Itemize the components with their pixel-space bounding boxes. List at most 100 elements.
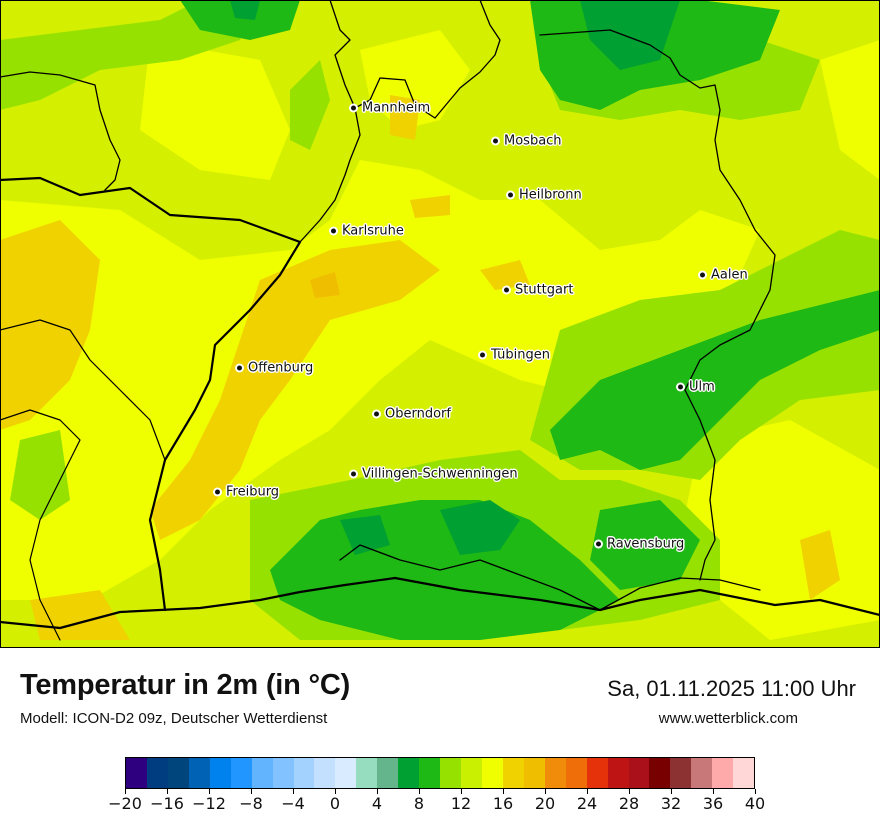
colorbar-segment bbox=[251, 758, 273, 788]
city-dot-icon bbox=[493, 138, 498, 144]
city-marker-oberndorf[interactable]: Oberndorf bbox=[374, 407, 451, 422]
city-label: Ulm bbox=[689, 379, 715, 395]
temperature-field bbox=[0, 0, 880, 641]
colorbar-segment bbox=[377, 758, 399, 788]
colorbar-segment bbox=[481, 758, 503, 788]
city-dot-icon bbox=[374, 411, 379, 417]
colorbar-segment bbox=[356, 758, 378, 788]
colorbar-segment bbox=[314, 758, 336, 788]
colorbar-segment bbox=[230, 758, 252, 788]
colorbar-tick-label: −12 bbox=[192, 794, 226, 813]
city-dot-icon bbox=[351, 471, 356, 477]
colorbar-tick bbox=[209, 789, 210, 794]
colorbar-segment bbox=[523, 758, 545, 788]
city-marker-ravensburg[interactable]: Ravensburg bbox=[596, 537, 684, 552]
colorbar-tick bbox=[587, 789, 588, 794]
city-dot-icon bbox=[480, 352, 485, 358]
colorbar-segment bbox=[272, 758, 294, 788]
colorbar-segment bbox=[712, 758, 734, 788]
colorbar-tick bbox=[461, 789, 462, 794]
map-title: Temperatur in 2m (in °C) bbox=[20, 669, 351, 701]
colorbar-segment bbox=[440, 758, 461, 788]
colorbar-tick-label: 20 bbox=[534, 794, 556, 813]
city-dot-icon bbox=[678, 384, 683, 390]
colorbar-segment bbox=[670, 758, 692, 788]
city-label: Karlsruhe bbox=[342, 223, 404, 239]
city-dot-icon bbox=[351, 105, 356, 111]
colorbar-segment bbox=[461, 758, 482, 788]
colorbar-tick-label: 4 bbox=[371, 794, 383, 813]
colorbar-tick bbox=[125, 789, 126, 794]
colorbar-tick-label: −4 bbox=[281, 794, 305, 813]
city-label: Freiburg bbox=[226, 484, 280, 500]
city-marker-stuttgart[interactable]: Stuttgart bbox=[504, 283, 573, 298]
city-label: Stuttgart bbox=[515, 282, 574, 298]
colorbar-segment bbox=[167, 758, 189, 788]
colorbar-segment bbox=[398, 758, 420, 788]
city-label: Aalen bbox=[711, 267, 748, 283]
city-marker-freiburg[interactable]: Freiburg bbox=[215, 485, 279, 500]
colorbar-segment bbox=[733, 758, 755, 788]
colorbar-segment bbox=[565, 758, 587, 788]
colorbar-segment bbox=[126, 758, 147, 788]
city-marker-offenburg[interactable]: Offenburg bbox=[237, 361, 313, 376]
colorbar-tick bbox=[335, 789, 336, 794]
colorbar-segment bbox=[335, 758, 357, 788]
colorbar-tick bbox=[419, 789, 420, 794]
colorbar-segment bbox=[607, 758, 629, 788]
city-label: Heilbronn bbox=[519, 187, 582, 203]
colorbar-tick bbox=[167, 789, 168, 794]
colorbar-tick bbox=[503, 789, 504, 794]
colorbar-tick-label: 40 bbox=[744, 794, 766, 813]
country-borders bbox=[0, 0, 880, 641]
city-marker-heilbronn[interactable]: Heilbronn bbox=[508, 188, 582, 203]
colorbar-tick-label: 8 bbox=[413, 794, 425, 813]
colorbar-tick-label: 32 bbox=[660, 794, 682, 813]
colorbar-segment bbox=[146, 758, 168, 788]
colorbar-tick bbox=[293, 789, 294, 794]
city-dot-icon bbox=[237, 365, 242, 371]
city-label: Oberndorf bbox=[385, 406, 451, 422]
city-label: Mannheim bbox=[362, 100, 431, 116]
city-marker-ulm[interactable]: Ulm bbox=[678, 380, 715, 395]
city-marker-mannheim[interactable]: Mannheim bbox=[351, 101, 430, 116]
website-link[interactable]: www.wetterblick.com bbox=[658, 710, 798, 727]
colorbar-tick bbox=[755, 789, 756, 794]
city-dot-icon bbox=[700, 272, 705, 278]
city-marker-tuebingen[interactable]: Tübingen bbox=[480, 348, 550, 363]
colorbar-tick bbox=[251, 789, 252, 794]
city-label: Tübingen bbox=[491, 347, 550, 363]
city-dot-icon bbox=[596, 541, 601, 547]
colorbar-tick bbox=[377, 789, 378, 794]
forecast-datetime: Sa, 01.11.2025 11:00 Uhr bbox=[607, 676, 856, 701]
colorbar-tick-label: −16 bbox=[150, 794, 184, 813]
city-marker-karlsruhe[interactable]: Karlsruhe bbox=[331, 224, 404, 239]
city-label: Offenburg bbox=[248, 360, 314, 376]
city-marker-aalen[interactable]: Aalen bbox=[700, 268, 748, 283]
city-label: Mosbach bbox=[504, 133, 562, 149]
colorbar-tick-label: 12 bbox=[450, 794, 472, 813]
model-source: Modell: ICON-D2 09z, Deutscher Wetterdie… bbox=[20, 710, 328, 727]
colorbar-segment bbox=[293, 758, 315, 788]
city-dot-icon bbox=[504, 287, 509, 293]
city-dot-icon bbox=[331, 228, 336, 234]
city-label: Ravensburg bbox=[607, 536, 685, 552]
city-marker-villingen-schwenningen[interactable]: Villingen-Schwenningen bbox=[351, 467, 518, 482]
colorbar-tick bbox=[545, 789, 546, 794]
colorbar-segment bbox=[544, 758, 566, 788]
temperature-map[interactable]: Mannheim Mosbach Heilbronn Karlsruhe Aal… bbox=[0, 0, 880, 648]
colorbar-segment bbox=[691, 758, 713, 788]
colorbar-segment bbox=[502, 758, 524, 788]
colorbar-segment bbox=[649, 758, 671, 788]
colorbar-tick-label: 24 bbox=[576, 794, 598, 813]
colorbar-segment bbox=[188, 758, 210, 788]
colorbar-tick bbox=[629, 789, 630, 794]
colorbar-tick-label: −20 bbox=[108, 794, 142, 813]
colorbar-tick bbox=[671, 789, 672, 794]
city-marker-mosbach[interactable]: Mosbach bbox=[493, 134, 562, 149]
colorbar-tick-label: 16 bbox=[492, 794, 514, 813]
colorbar-tick-label: 0 bbox=[329, 794, 341, 813]
colorbar-tick bbox=[713, 789, 714, 794]
colorbar-tick-label: −8 bbox=[239, 794, 263, 813]
colorbar-segment bbox=[628, 758, 650, 788]
